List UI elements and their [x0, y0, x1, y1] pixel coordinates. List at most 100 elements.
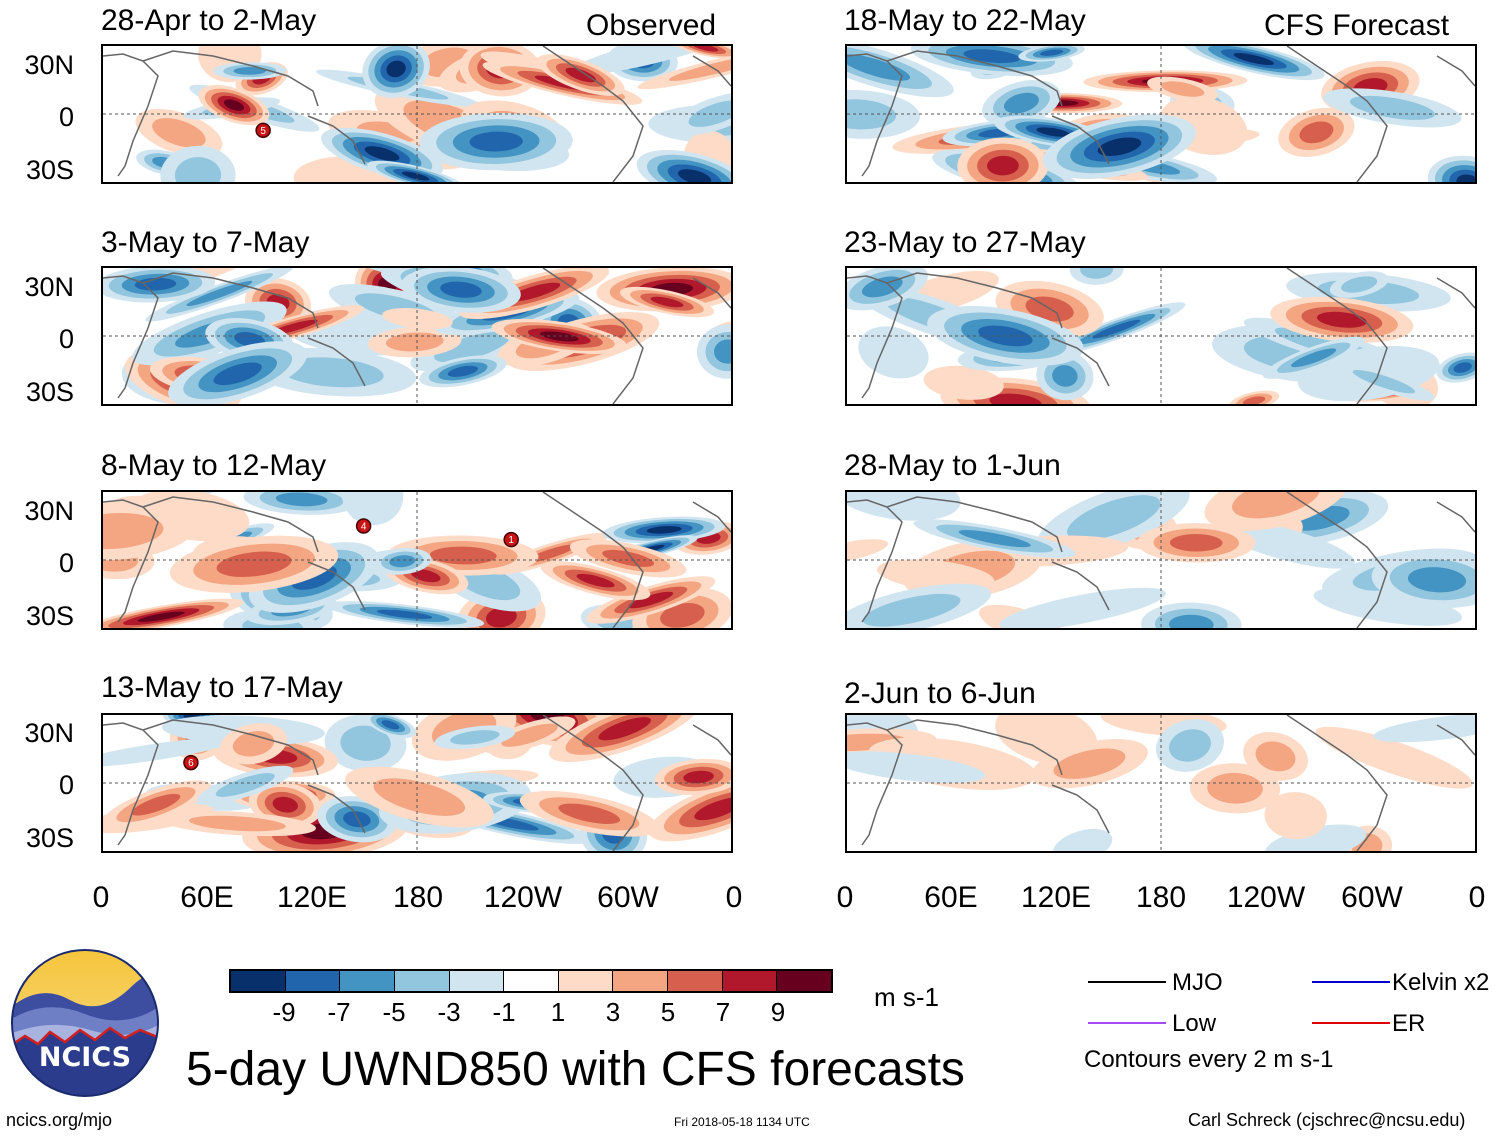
anomaly-map: 41: [103, 492, 731, 628]
lat-label-30s: 30S: [25, 823, 74, 853]
colorbar-tick: 7: [715, 997, 731, 1027]
colorbar-tick: 9: [770, 997, 786, 1027]
anomaly-contour: [1341, 276, 1378, 293]
coastline: [1286, 268, 1388, 404]
anomaly-map: [847, 46, 1475, 182]
anomaly-map: [847, 492, 1475, 628]
lon-label-60w: 60W: [597, 881, 659, 914]
anomaly-contour: [683, 770, 714, 784]
coastline: [692, 724, 731, 756]
anomaly-contour: [272, 796, 298, 813]
anomaly-contour: [410, 569, 441, 583]
colorbar-bin: [504, 971, 559, 991]
coastline: [542, 268, 644, 404]
anomaly-contour: [137, 611, 185, 622]
colorbar-bin: [613, 971, 669, 991]
anomaly-contour: [501, 723, 558, 747]
anomaly-contour: [1315, 726, 1473, 789]
lat-label-30s: 30S: [25, 377, 74, 407]
coastline: [692, 55, 731, 87]
anomaly-map: [103, 268, 731, 404]
coastline: [692, 501, 731, 533]
panel-title-obs-3: 8-May to 12-May: [101, 449, 327, 482]
lon-label-0: 0: [836, 881, 854, 914]
coastline: [307, 561, 366, 611]
anomaly-contour: [216, 551, 292, 577]
storm-marker-label: 4: [361, 522, 367, 533]
storm-marker-dot: [255, 122, 271, 139]
coastline: [103, 499, 159, 623]
coastline: [847, 499, 903, 623]
lon-label-120w: 120W: [483, 881, 563, 914]
storm-marker-label: 1: [508, 535, 514, 546]
anomaly-contour: [373, 778, 466, 816]
anomaly-contour: [1097, 137, 1142, 156]
main-title: 5-day UWND850 with CFS forecasts: [186, 1043, 965, 1096]
anomaly-contour: [847, 492, 961, 521]
anomaly-contour: [376, 609, 433, 619]
anomaly-contour: [646, 526, 682, 534]
panel-title-obs-4: 13-May to 17-May: [101, 671, 343, 704]
anomaly-contour: [1053, 748, 1126, 779]
anomaly-contour: [1264, 792, 1327, 840]
anomaly-contour: [469, 131, 523, 152]
colorbar-bin: [285, 971, 341, 991]
anomaly-contour: [186, 280, 253, 306]
anomaly-contour: [1003, 92, 1039, 114]
map-panel-fcst-3: [845, 490, 1477, 630]
anomaly-contour: [1291, 348, 1337, 368]
coastline: [886, 50, 1063, 107]
coastline: [142, 50, 319, 107]
anomaly-contour: [434, 331, 510, 363]
storm-marker-dot: [183, 754, 199, 771]
coastline: [142, 719, 319, 776]
lon-label-60e: 60E: [180, 881, 234, 914]
anomaly-contour: [450, 730, 500, 745]
legend-line-low: [1088, 1022, 1166, 1024]
cfs-forecast-label: CFS Forecast: [1264, 9, 1450, 42]
lon-label-120w: 120W: [1226, 881, 1306, 914]
map-panel-obs-4: 6: [101, 713, 733, 853]
anomaly-map: 5: [103, 46, 731, 182]
anomaly-contour: [1067, 495, 1161, 541]
anomaly-contour: [714, 339, 731, 364]
panel-title-obs-1: 28-Apr to 2-May: [101, 4, 317, 37]
lat-label-30s: 30S: [25, 601, 74, 631]
anomaly-contour: [174, 157, 222, 182]
colorbar-tick: 1: [550, 997, 566, 1027]
lat-label-30s: 30S: [25, 155, 74, 185]
anomaly-contour: [576, 573, 615, 588]
coastline: [847, 53, 903, 177]
legend-label-kelvin: Kelvin x2: [1392, 969, 1490, 996]
footer-url: ncics.org/mjo: [6, 1110, 113, 1130]
anomaly-contour: [1242, 396, 1266, 404]
coastline: [103, 722, 159, 846]
storm-marker: 6: [183, 754, 199, 771]
anomaly-contour: [1316, 311, 1367, 328]
anomaly-contour: [1092, 319, 1141, 339]
anomaly-contour: [1160, 81, 1205, 97]
map-panel-obs-2: [101, 266, 733, 406]
lat-label-0: 0: [58, 548, 74, 578]
coastline: [103, 53, 159, 177]
storm-marker-dot: [503, 531, 519, 548]
coastline: [1286, 492, 1388, 628]
footer-timestamp: Fri 2018-05-18 1134 UTC: [674, 1115, 810, 1129]
anomaly-contour: [1232, 492, 1321, 519]
legend-line-kelvin: [1312, 981, 1390, 983]
lat-label-30n: 30N: [24, 496, 74, 526]
lat-label-30n: 30N: [24, 272, 74, 302]
coastline: [886, 719, 1063, 776]
footer-author: Carl Schreck (cjschrec@ncsu.edu): [1188, 1110, 1466, 1130]
anomaly-contour: [565, 67, 596, 83]
anomaly-contour: [233, 67, 267, 75]
map-panel-fcst-2: [845, 266, 1477, 406]
anomaly-contour: [958, 529, 1031, 548]
legend-label-low: Low: [1172, 1010, 1217, 1037]
lat-label-0: 0: [58, 102, 74, 132]
lon-label-360: 0: [725, 881, 743, 914]
storm-marker-label: 6: [188, 758, 194, 769]
coastline: [886, 496, 1063, 553]
coastline: [1051, 337, 1110, 387]
lon-label-60w: 60W: [1341, 881, 1403, 914]
